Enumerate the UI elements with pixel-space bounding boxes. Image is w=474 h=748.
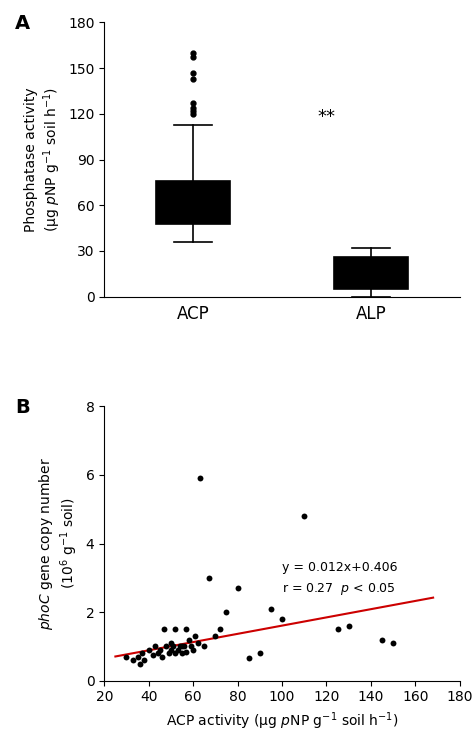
Point — [205, 572, 212, 584]
Text: y = 0.012x+0.406: y = 0.012x+0.406 — [282, 561, 398, 574]
Point — [165, 647, 173, 659]
Point — [185, 634, 192, 646]
Point — [216, 623, 224, 635]
PathPatch shape — [334, 257, 408, 289]
Point — [167, 637, 175, 649]
Point — [378, 634, 386, 646]
Point — [182, 646, 190, 657]
Point — [140, 654, 148, 666]
Point — [174, 644, 182, 656]
Point — [123, 651, 130, 663]
Point — [149, 649, 157, 661]
Text: B: B — [15, 398, 30, 417]
PathPatch shape — [156, 181, 230, 224]
Point — [182, 623, 190, 635]
Point — [256, 647, 264, 659]
Text: A: A — [15, 14, 30, 33]
Point — [389, 637, 397, 649]
Point — [154, 647, 161, 659]
Point — [191, 630, 199, 642]
Point — [145, 644, 153, 656]
Point — [211, 630, 219, 642]
Point — [178, 640, 186, 652]
Point — [345, 620, 353, 632]
Point — [172, 623, 179, 635]
Point — [129, 654, 137, 666]
Point — [223, 606, 230, 618]
Text: **: ** — [318, 108, 336, 126]
Point — [169, 640, 177, 652]
Point — [178, 647, 186, 659]
Point — [161, 623, 168, 635]
Point — [172, 647, 179, 659]
Point — [187, 640, 195, 652]
Point — [167, 644, 175, 656]
Point — [163, 640, 170, 652]
Point — [245, 652, 253, 664]
Point — [152, 640, 159, 652]
Point — [334, 623, 341, 635]
Point — [267, 603, 275, 615]
Point — [181, 640, 188, 652]
Point — [190, 644, 197, 656]
Point — [201, 640, 208, 652]
Point — [156, 644, 164, 656]
X-axis label: ACP activity (µg $p$NP g$^{-1}$ soil h$^{-1}$): ACP activity (µg $p$NP g$^{-1}$ soil h$^… — [166, 710, 398, 732]
Point — [134, 651, 141, 663]
Point — [278, 613, 286, 625]
Point — [301, 510, 308, 522]
Text: r = 0.27  $p$ < 0.05: r = 0.27 $p$ < 0.05 — [282, 581, 396, 597]
Point — [158, 651, 166, 663]
Point — [194, 637, 201, 649]
Point — [176, 640, 183, 652]
Y-axis label: $\mathit{phoC}$ gene copy number
(10$^{6}$ g$^{-1}$ soil): $\mathit{phoC}$ gene copy number (10$^{6… — [37, 457, 80, 630]
Point — [138, 647, 146, 659]
Point — [196, 473, 204, 485]
Point — [136, 657, 144, 669]
Y-axis label: Phosphatase activity
(µg $p$NP g$^{-1}$ soil h$^{-1}$): Phosphatase activity (µg $p$NP g$^{-1}$ … — [24, 87, 63, 232]
Point — [234, 582, 241, 594]
